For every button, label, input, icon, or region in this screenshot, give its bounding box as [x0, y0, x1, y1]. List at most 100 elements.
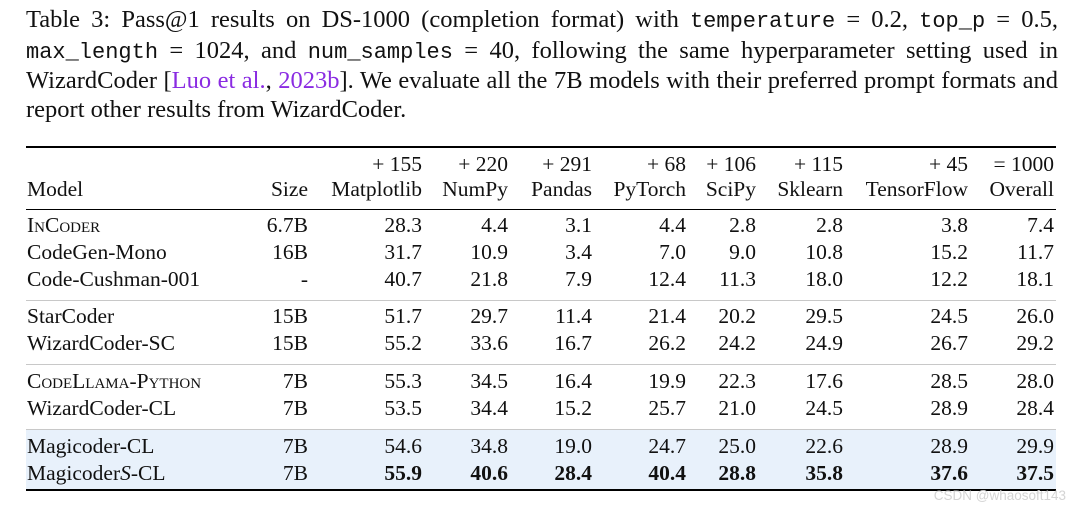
score-cell: 12.4 — [648, 267, 686, 291]
score-cell: 22.6 — [805, 434, 843, 458]
score-cell: 2.8 — [729, 213, 756, 237]
score-cell: 17.6 — [805, 369, 843, 393]
score-cell: 28.9 — [930, 396, 968, 420]
watermark: CSDN @whaosoft143 — [933, 488, 1066, 503]
score-cell: 22.3 — [718, 369, 756, 393]
header-rule — [26, 209, 1056, 210]
model-name: InCoder — [27, 213, 101, 237]
score-cell: 55.9 — [384, 461, 422, 485]
header-count: + 220 — [458, 152, 508, 176]
model-size: 15B — [272, 304, 308, 328]
header-count: + 68 — [646, 152, 686, 176]
citation-year-link[interactable]: 2023b — [278, 67, 340, 94]
model-size: 6.7B — [266, 213, 308, 237]
score-cell: 3.1 — [565, 213, 592, 237]
model-size: 16B — [272, 240, 308, 264]
score-cell: 18.1 — [1016, 267, 1054, 291]
caption-rest: ]. We evaluate all the 7B models with th… — [26, 67, 1059, 123]
param-max-length-value: = 1024, and — [169, 36, 297, 64]
model-name-part: -CL — [130, 461, 166, 485]
score-cell: 24.2 — [718, 331, 756, 355]
score-cell: 40.6 — [470, 461, 508, 485]
score-cell: 16.4 — [554, 369, 592, 393]
group-rule-2 — [26, 364, 1056, 365]
score-cell: 25.0 — [718, 434, 756, 458]
score-cell: 28.0 — [1016, 369, 1054, 393]
score-cell: 11.3 — [719, 267, 756, 291]
param-temperature-value: = 0.2, — [846, 6, 909, 33]
score-cell: 7.9 — [565, 267, 592, 291]
score-cell: 53.5 — [384, 396, 422, 420]
param-top-p-value: = 0.5, — [996, 6, 1058, 33]
model-size: 7B — [282, 396, 308, 420]
model-name-part: Magicoder — [27, 461, 121, 485]
score-cell: 55.2 — [384, 331, 422, 355]
model-name: MagicoderS-CL — [27, 461, 166, 485]
score-cell: 34.5 — [470, 369, 508, 393]
score-cell: 12.2 — [930, 267, 968, 291]
model-name: CodeLlama-Python — [27, 369, 202, 393]
score-cell: 34.4 — [470, 396, 508, 420]
header-count: + 115 — [794, 152, 843, 176]
model-name: WizardCoder-SC — [27, 331, 175, 355]
top-rule — [26, 146, 1056, 148]
score-cell: 10.9 — [470, 240, 508, 264]
highlight-band — [26, 430, 1056, 490]
header-count: + 106 — [706, 152, 756, 176]
citation-link[interactable]: Luo et al. — [171, 67, 266, 94]
score-cell: 51.7 — [384, 304, 422, 328]
score-cell: 37.6 — [930, 461, 968, 485]
header-pandas: Pandas — [531, 177, 592, 201]
header-model: Model — [27, 177, 84, 201]
score-cell: 20.2 — [718, 304, 756, 328]
header-overall: Overall — [989, 177, 1054, 201]
score-cell: 34.8 — [470, 434, 508, 458]
score-cell: 16.7 — [554, 331, 592, 355]
score-cell: 29.9 — [1016, 434, 1054, 458]
model-name: StarCoder — [27, 304, 115, 328]
score-cell: 15.2 — [930, 240, 968, 264]
score-cell: 40.4 — [648, 461, 686, 485]
header-count: + 155 — [372, 152, 422, 176]
model-name: Code-Cushman-001 — [27, 267, 201, 291]
model-size: 7B — [282, 461, 308, 485]
score-cell: 26.2 — [648, 331, 686, 355]
header-count: = 1000 — [993, 152, 1054, 176]
score-cell: 28.8 — [718, 461, 756, 485]
score-cell: 3.4 — [565, 240, 592, 264]
score-cell: 40.7 — [384, 267, 422, 291]
model-name: Magicoder-CL — [27, 434, 155, 458]
bottom-rule — [26, 489, 1056, 491]
caption-label: Table 3: Pass@1 results on DS-1000 (comp… — [26, 6, 679, 33]
score-cell: 55.3 — [384, 369, 422, 393]
group-rule-3 — [26, 429, 1056, 430]
header-numpy: NumPy — [442, 177, 508, 201]
header-matplotlib: Matplotlib — [331, 177, 422, 201]
model-name: WizardCoder-CL — [27, 396, 177, 420]
score-cell: 19.0 — [554, 434, 592, 458]
param-num-samples: num_samples — [307, 39, 453, 65]
score-cell: 21.4 — [648, 304, 686, 328]
header-pytorch: PyTorch — [613, 177, 686, 201]
header-sklearn: Sklearn — [777, 177, 843, 201]
score-cell: 24.9 — [805, 331, 843, 355]
score-cell: 26.7 — [930, 331, 968, 355]
param-max-length: max_length — [26, 39, 159, 65]
param-top-p: top_p — [919, 9, 986, 34]
score-cell: 11.7 — [1017, 240, 1054, 264]
score-cell: 25.7 — [648, 396, 686, 420]
score-cell: 24.7 — [648, 434, 686, 458]
model-size: - — [300, 267, 308, 291]
model-name-part: S — [120, 461, 131, 485]
model-size: 7B — [282, 369, 308, 393]
score-cell: 29.7 — [470, 304, 508, 328]
header-tensorflow: TensorFlow — [865, 177, 968, 201]
score-cell: 4.4 — [659, 213, 686, 237]
score-cell: 3.8 — [941, 213, 968, 237]
score-cell: 24.5 — [805, 396, 843, 420]
score-cell: 37.5 — [1016, 461, 1054, 485]
score-cell: 19.9 — [648, 369, 686, 393]
model-size: 7B — [282, 434, 308, 458]
score-cell: 9.0 — [729, 240, 756, 264]
score-cell: 26.0 — [1016, 304, 1054, 328]
